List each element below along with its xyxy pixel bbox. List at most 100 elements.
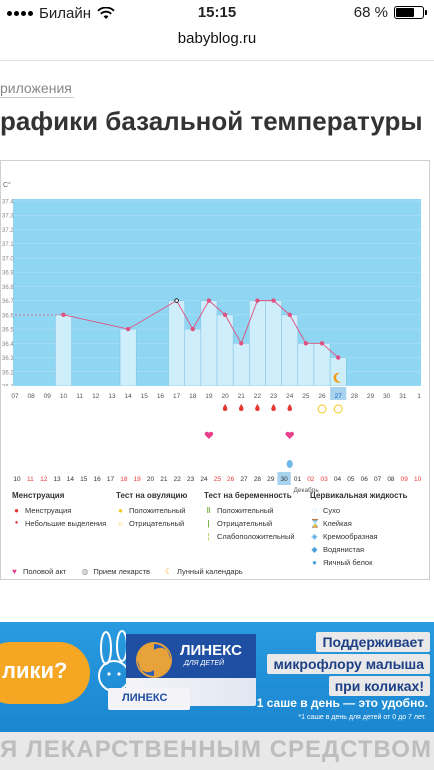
temperature-point [61,312,66,318]
temperature-bar [313,343,331,387]
legend-item: | Отрицательный [204,517,295,530]
bottom-date-label: 30 [280,476,288,483]
x-tick-label: 21 [238,393,246,400]
x-tick-label: 24 [286,393,294,400]
x-highlight [330,387,347,400]
battery-level [396,8,414,17]
legend-label: Сухо [323,506,341,515]
x-tick-label: 18 [189,393,197,400]
spacer [0,582,434,622]
temperature-point [319,341,325,346]
legend-label: Яичный белок [323,558,373,567]
moon-icon: ☾ [164,567,173,576]
carrier-name: Билайн [39,5,91,22]
bottom-date-label: 11 [27,476,34,483]
temperature-point [125,326,131,332]
legend-item: ◍ Прием лекарств [80,565,150,578]
drop-icon [222,404,228,411]
bottom-date-label: 18 [120,476,128,483]
bottom-date-label: 26 [227,476,235,483]
drop-icon [287,404,292,411]
x-tick-label: 26 [318,393,326,400]
x-tick-label: 11 [76,393,83,400]
egg-icon [286,460,293,468]
single-line-icon: | [207,519,210,528]
x-tick-label: 1 [417,393,421,400]
bottom-date-label: 24 [200,476,208,483]
y-tick-label: 36.3 [2,356,14,362]
bottom-date-label: 23 [187,476,195,483]
temperature-point [239,341,244,346]
url-bar[interactable]: babyblog.ru [0,26,434,56]
pill-icon: ◍ [81,567,89,576]
legend-item: ● Положительный [116,504,187,517]
bottom-date-label: 12 [40,476,48,483]
product-name: ЛИНЕКС [180,642,242,659]
bottom-date-label: 21 [160,476,168,483]
temperature-point [174,298,179,303]
legend-ovulation: Тест на овуляцию ● Положительный ○ Отрицат… [116,491,187,530]
x-tick-label: 20 [221,393,229,400]
bottom-date-label: 25 [214,476,222,483]
x-tick-label: 31 [399,393,407,400]
legend-item: ◆ Водянистая [310,543,407,556]
page-title: рафики базальной температуры [0,106,423,136]
temperature-point [222,312,228,318]
product-box: ЛИНЕКС ДЛЯ ДЕТЕЙ [126,634,256,706]
ad-banner[interactable]: лики? ЛИНЕКС ДЛЯ ДЕТЕЙ ЛИНЕКС Поддержива… [0,622,434,732]
status-left: Билайн [7,5,115,22]
temperature-bar [55,314,72,387]
legend-label: Прием лекарств [93,567,151,576]
temperature-bar [200,300,218,387]
temperature-point [255,298,260,303]
egg-icon: ● [312,558,317,567]
ad-slogan: Поддерживает микрофлору малыша при колик… [260,632,430,698]
swirl-icon [136,642,172,678]
temperature-bar [297,343,315,387]
heart-icon: ♥ [12,567,17,576]
header-divider [0,60,434,61]
x-axis-row [1,386,429,402]
x-tick-label: 29 [367,393,375,400]
status-time: 15:15 [197,4,237,21]
bottom-date-label: 27 [240,476,248,483]
legend-heading: Тест на овуляцию [116,491,188,500]
breadcrumb[interactable]: риложения [0,80,74,98]
bottom-date-label: 06 [361,476,369,483]
legend-label: Отрицательный [129,519,185,528]
legend-mucus: Цервикальная жидкость ◌ Сухо ⌛ Клейкая ◈ Кр… [310,491,407,569]
slogan-line: микрофлору малыша [267,654,430,674]
temperature-bar [119,328,137,387]
legend-label: Менструация [25,506,72,515]
bottom-date-label: 05 [347,476,355,483]
temperature-point [271,298,276,303]
ovulation-circle-icon [317,404,327,414]
x-tick-label: 28 [351,393,359,400]
small-drop-icon: ● [14,520,19,526]
sachet-name: ЛИНЕКС [122,692,168,704]
bottom-date-label: 14 [67,476,75,483]
y-tick-label: 37.3 [2,214,14,220]
x-tick-label: 12 [92,393,100,400]
slogan-line: Поддерживает [316,632,430,652]
temperature-bar [168,300,185,387]
bottom-date-label: 04 [334,476,342,483]
bottom-date-label: 01 [294,476,302,483]
battery-percent: 68 % [353,4,388,21]
ad-bubble: лики? [0,642,90,704]
legend-label: Половой акт [23,567,67,576]
bottom-date-label: 09 [401,476,409,483]
circle-outline-icon: ○ [118,519,123,528]
bottom-date-label: 16 [94,476,102,483]
y-tick-label: 36.4 [2,342,14,348]
bottom-date-label: 20 [147,476,155,483]
product-sub: ДЛЯ ДЕТЕЙ [184,660,224,667]
x-tick-label: 13 [108,393,116,400]
temperature-bar [232,343,250,387]
drop-icon: ● [14,506,19,515]
x-tick-label: 08 [28,393,36,400]
y-tick-label: 37.4 [2,200,14,206]
x-tick-label: 27 [335,393,343,400]
legend-item: ♥ Половой акт [10,565,66,578]
temperature-point [206,298,212,303]
